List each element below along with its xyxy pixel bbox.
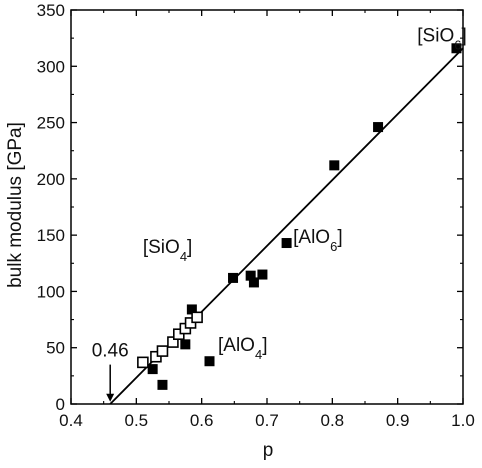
y-tick-label: 50 bbox=[46, 339, 65, 358]
filled-square-point bbox=[180, 339, 191, 350]
y-tick-label: 350 bbox=[37, 1, 65, 20]
filled-square-point bbox=[281, 238, 292, 249]
filled-square-point bbox=[204, 356, 215, 367]
filled-square-point bbox=[245, 270, 256, 281]
open-square-point bbox=[167, 336, 179, 348]
open-square-point bbox=[191, 311, 203, 324]
y-tick-label: 200 bbox=[37, 170, 65, 189]
phase-label: [AlO4] bbox=[218, 335, 267, 362]
phase-label: [SiO4] bbox=[143, 237, 192, 264]
filled-square-point bbox=[451, 43, 462, 54]
filled-square-point bbox=[248, 277, 259, 288]
y-tick-label: 150 bbox=[37, 226, 65, 245]
y-tick-label: 0 bbox=[56, 395, 65, 414]
y-tick-label: 100 bbox=[37, 282, 65, 301]
x-tick-label: 0.7 bbox=[255, 411, 279, 430]
filled-square-point bbox=[373, 122, 384, 133]
y-tick-label: 250 bbox=[37, 114, 65, 133]
data-points bbox=[137, 43, 462, 390]
x-tick-label: 0.4 bbox=[59, 411, 83, 430]
open-square-point bbox=[137, 356, 149, 369]
y-tick-label: 300 bbox=[37, 57, 65, 76]
x-tick-label: 0.5 bbox=[125, 411, 149, 430]
open-square-point bbox=[156, 345, 169, 357]
x-tick-label: 0.9 bbox=[386, 411, 410, 430]
filled-square-point bbox=[228, 272, 239, 283]
filled-square-point bbox=[186, 304, 197, 315]
annotations: [SiO6] [AlO6] [SiO4] [AlO4] bbox=[143, 26, 467, 362]
tick-labels: 0.4 0.5 0.6 0.7 0.8 0.9 1.0 0 50 100 150 200 250 300 3… bbox=[37, 1, 475, 430]
axis-ticks bbox=[70, 9, 464, 405]
filled-square-point bbox=[157, 379, 168, 390]
filled-square-point bbox=[257, 269, 268, 280]
x-tick-label: 1.0 bbox=[451, 411, 475, 430]
filled-square-point bbox=[329, 160, 340, 171]
y-axis-label: bulk modulus [GPa] bbox=[5, 122, 26, 288]
filled-square-point bbox=[147, 364, 158, 375]
x-axis-label: p bbox=[263, 440, 274, 461]
phase-label: [SiO6] bbox=[417, 26, 466, 53]
arrow-head bbox=[106, 393, 115, 402]
arrow-label: 0.46 bbox=[92, 341, 129, 362]
x-tick-label: 0.6 bbox=[190, 411, 214, 430]
x-tick-label: 0.8 bbox=[321, 411, 345, 430]
arrow-annotation: 0.46 bbox=[92, 341, 129, 402]
phase-label: [AlO6] bbox=[293, 227, 342, 254]
